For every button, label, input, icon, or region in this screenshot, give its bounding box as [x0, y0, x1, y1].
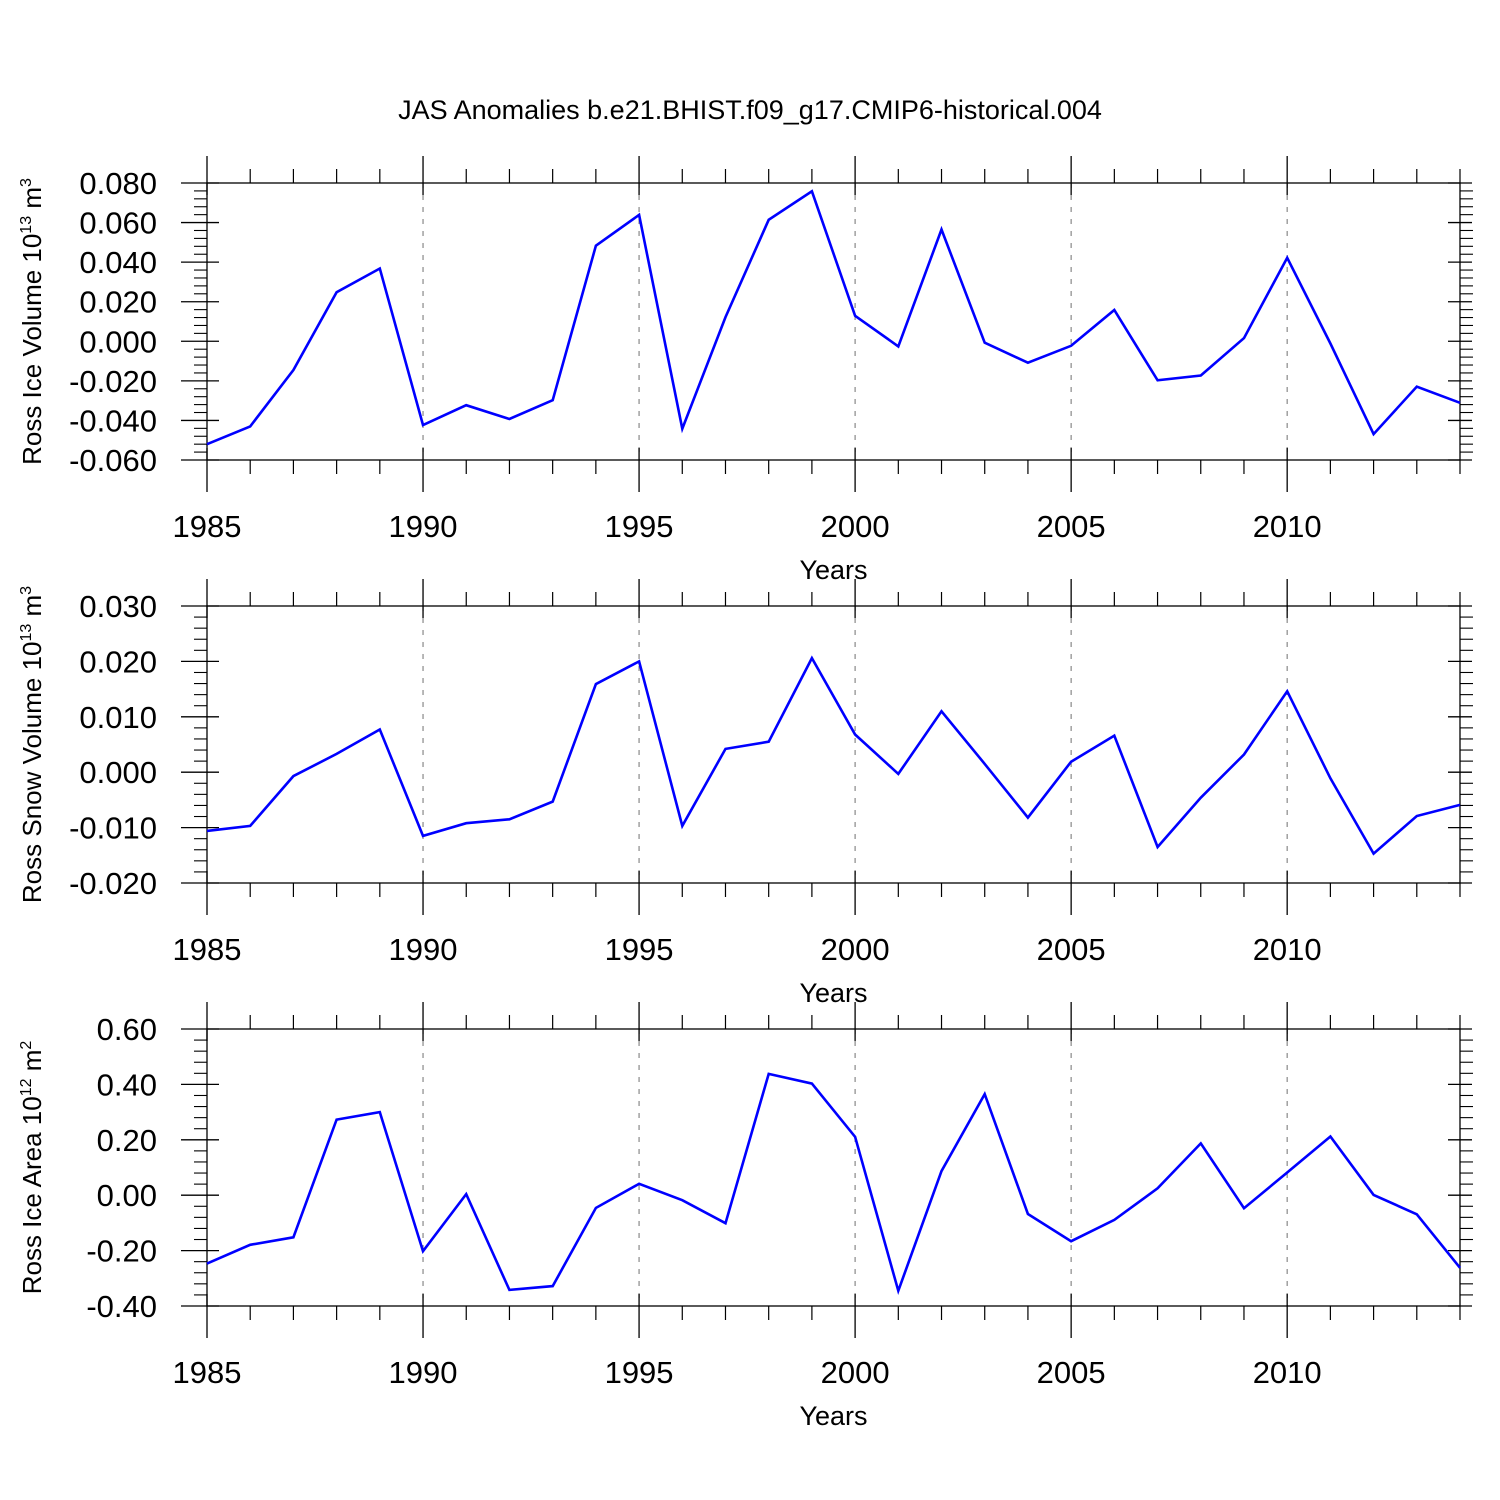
plot-frame	[206, 605, 1461, 884]
y-tick-label: -0.20	[86, 1234, 157, 1269]
x-axis-label: Years	[799, 1401, 867, 1431]
y-axis-label-part: Ross Snow Volume 10	[17, 642, 47, 904]
series-line	[206, 1072, 1462, 1296]
y-tick-label: 0.040	[79, 245, 157, 280]
y-axis-label-part: m	[17, 1050, 47, 1079]
panel-3: -0.40 -0.20 0.00 0.20 0.40 0.60 1985 1990 1995 20…	[17, 1002, 1473, 1431]
x-tick-label: 2000	[821, 932, 890, 967]
y-axis-label-superscript: 13	[18, 624, 35, 642]
panel-1: -0.060 -0.040 -0.020 0.000 0.020 0.040 0.060 0.…	[17, 156, 1473, 585]
x-tick-label: 2010	[1253, 1355, 1322, 1390]
y-axis-label-superscript: 3	[18, 586, 35, 595]
y-tick-label: -0.020	[69, 866, 157, 901]
x-tick-label: 2000	[821, 1355, 890, 1390]
y-tick-label: 0.00	[97, 1178, 157, 1213]
x-tick-label: 2010	[1253, 509, 1322, 544]
y-axis-label: Ross Snow Volume 1013 m3	[17, 586, 47, 903]
y-axis-label-superscript: 2	[18, 1041, 35, 1050]
x-tick-label: 1995	[605, 509, 674, 544]
y-tick-label: -0.060	[69, 443, 157, 478]
x-tick-label: 1990	[389, 509, 458, 544]
y-tick-label: -0.010	[69, 811, 157, 846]
y-tick-label: 0.020	[79, 644, 157, 679]
y-axis-label-superscript: 12	[18, 1078, 35, 1096]
x-tick-label: 2005	[1037, 932, 1106, 967]
y-tick-label: -0.40	[86, 1289, 157, 1324]
series-line	[206, 655, 1461, 856]
x-tick-label: 1985	[173, 1355, 242, 1390]
x-tick-label: 1995	[605, 932, 674, 967]
plot-frame	[206, 182, 1461, 461]
y-axis-label: Ross Ice Volume 1013 m3	[17, 178, 47, 465]
y-axis-label-superscript: 3	[18, 178, 35, 187]
y-tick-label: 0.080	[79, 166, 157, 201]
y-axis-label-part: Ross Ice Volume 10	[17, 234, 47, 465]
x-tick-label: 1990	[389, 932, 458, 967]
y-axis-label: Ross Ice Area 1012 m2	[17, 1041, 47, 1295]
series-line	[206, 189, 1461, 446]
x-tick-label: 2010	[1253, 932, 1322, 967]
y-axis-label-part: m	[17, 595, 47, 624]
x-axis-label: Years	[799, 978, 867, 1008]
panels: -0.060 -0.040 -0.020 0.000 0.020 0.040 0.060 0.…	[17, 156, 1473, 1431]
y-axis-label-part: m	[17, 187, 47, 216]
x-tick-label: 1995	[605, 1355, 674, 1390]
y-tick-label: 0.030	[79, 589, 157, 624]
x-axis-label: Years	[799, 555, 867, 585]
y-tick-label: 0.40	[97, 1067, 157, 1102]
y-tick-label: 0.000	[79, 755, 157, 790]
x-tick-label: 2005	[1037, 1355, 1106, 1390]
x-tick-label: 1990	[389, 1355, 458, 1390]
y-tick-label: 0.060	[79, 206, 157, 241]
chart-title: JAS Anomalies b.e21.BHIST.f09_g17.CMIP6-…	[398, 95, 1102, 125]
x-tick-label: 2000	[821, 509, 890, 544]
x-tick-label: 1985	[173, 509, 242, 544]
y-axis-label-part: Ross Ice Area 10	[17, 1096, 47, 1294]
y-tick-label: 0.20	[97, 1123, 157, 1158]
y-tick-label: -0.020	[69, 364, 157, 399]
y-tick-label: 0.020	[79, 285, 157, 320]
x-tick-label: 2005	[1037, 509, 1106, 544]
plot-frame	[206, 1028, 1461, 1307]
y-tick-label: 0.010	[79, 700, 157, 735]
y-axis-label-superscript: 13	[18, 216, 35, 234]
y-tick-label: 0.000	[79, 324, 157, 359]
y-tick-label: 0.60	[97, 1012, 157, 1047]
panel-2: -0.020 -0.010 0.000 0.010 0.020 0.030 1985 1990…	[17, 579, 1473, 1008]
y-tick-label: -0.040	[69, 403, 157, 438]
x-tick-label: 1985	[173, 932, 242, 967]
